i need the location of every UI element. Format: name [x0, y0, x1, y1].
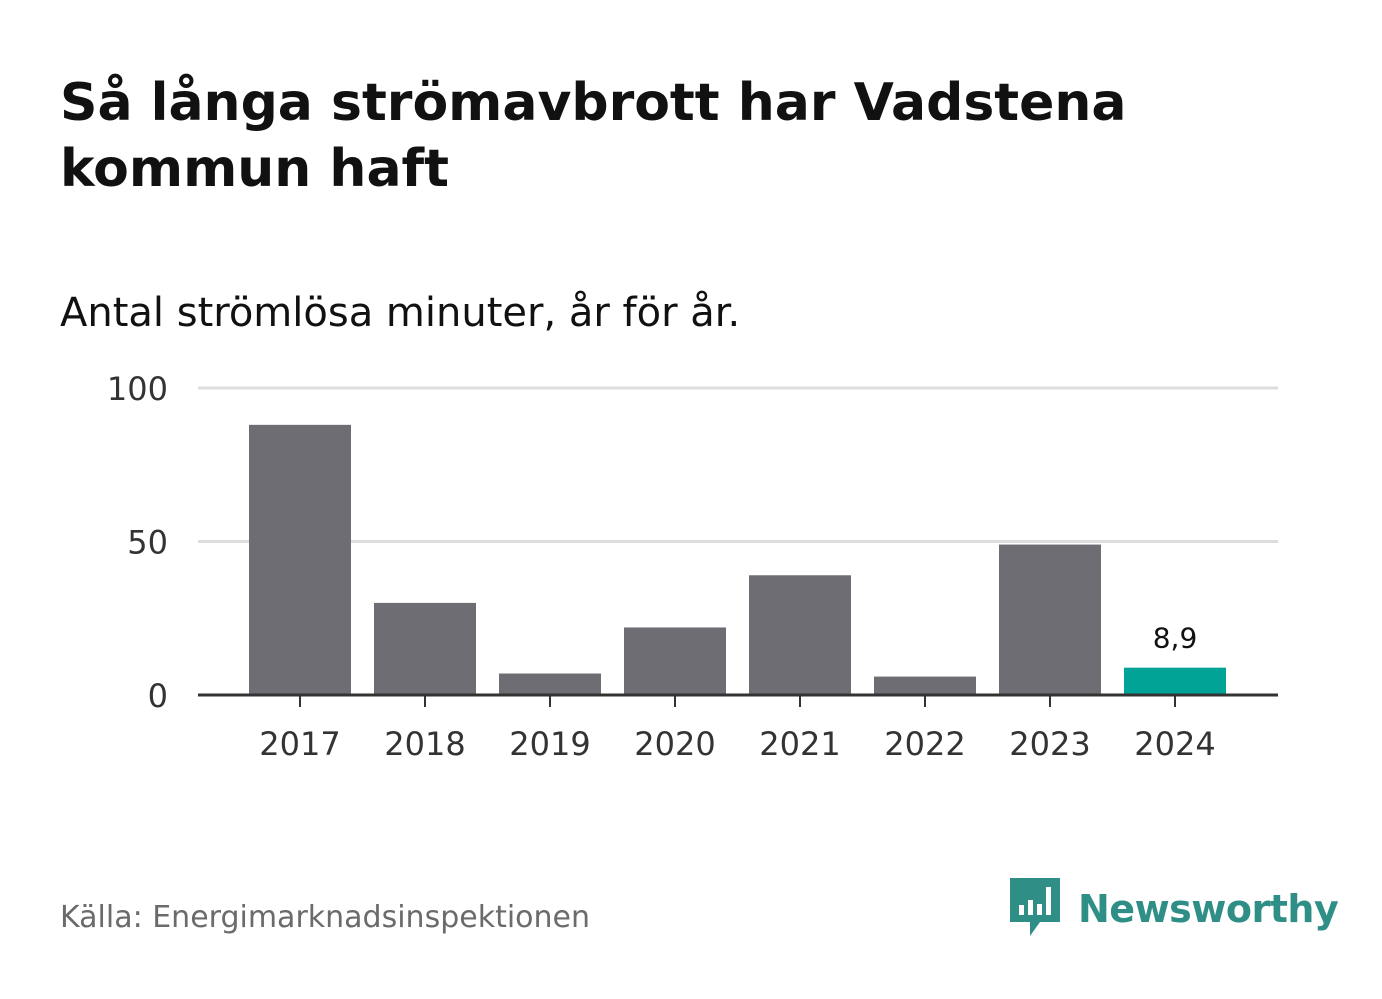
- x-tick-label: 2024: [1134, 725, 1215, 763]
- x-tick-label: 2023: [1009, 725, 1090, 763]
- bars: [249, 424, 1226, 695]
- brand-name: Newsworthy: [1078, 887, 1339, 931]
- brand[interactable]: Newsworthy: [1010, 878, 1339, 940]
- x-axis: [198, 693, 1278, 707]
- newsworthy-logo-icon: [1010, 878, 1060, 936]
- x-tick-label: 2019: [509, 725, 590, 763]
- source-note: Källa: Energimarknadsinspektionen: [60, 900, 591, 935]
- labels: 0 50 100 2017 2018 2019 2020 2021 2022 2023 2024 8,…: [107, 370, 1216, 763]
- bar: [374, 602, 476, 695]
- y-tick-label: 100: [107, 370, 168, 408]
- gridlines: [198, 386, 1278, 543]
- chart-title: Så långa strömavbrott har Vadstena kommu…: [60, 73, 1127, 199]
- y-tick-label: 50: [127, 524, 168, 562]
- bar: [1124, 667, 1226, 695]
- bar: [249, 424, 351, 695]
- x-tick-label: 2022: [884, 725, 965, 763]
- chart-subtitle: Antal strömlösa minuter, år för år.: [60, 290, 741, 336]
- data-label: 8,9: [1153, 622, 1198, 655]
- bar: [749, 575, 851, 695]
- y-tick-label: 0: [148, 677, 168, 715]
- bar: [999, 544, 1101, 695]
- x-tick-label: 2017: [259, 725, 340, 763]
- x-tick-label: 2020: [634, 725, 715, 763]
- x-tick-label: 2021: [759, 725, 840, 763]
- x-tick-label: 2018: [384, 725, 465, 763]
- bar: [874, 676, 976, 695]
- bar-chart: 0 50 100 2017 2018 2019 2020 2021 2022 2023 2024 8,…: [107, 370, 1278, 763]
- bar: [624, 627, 726, 695]
- bar: [499, 673, 601, 695]
